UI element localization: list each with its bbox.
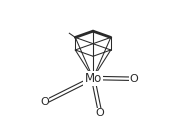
Text: O: O <box>40 97 49 107</box>
Text: Mo: Mo <box>84 72 102 85</box>
Text: O: O <box>129 74 138 84</box>
Text: O: O <box>96 108 105 118</box>
